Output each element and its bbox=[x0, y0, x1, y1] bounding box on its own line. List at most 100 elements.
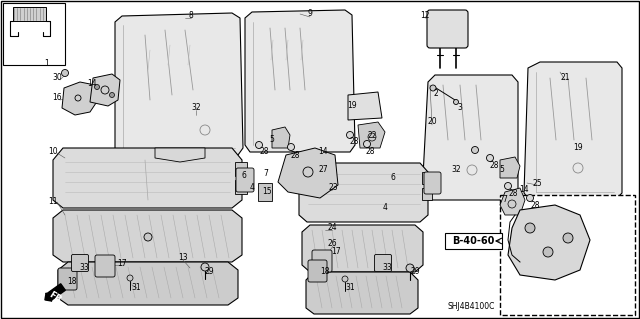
Text: 11: 11 bbox=[48, 197, 58, 206]
Text: B-40-60: B-40-60 bbox=[452, 236, 494, 246]
Bar bbox=[422, 172, 432, 184]
Circle shape bbox=[342, 276, 348, 282]
FancyBboxPatch shape bbox=[308, 260, 327, 282]
Bar bbox=[258, 183, 272, 201]
Polygon shape bbox=[53, 148, 242, 208]
Text: 28: 28 bbox=[349, 137, 359, 146]
Text: 14: 14 bbox=[318, 147, 328, 157]
Text: 12: 12 bbox=[420, 11, 429, 19]
Text: 18: 18 bbox=[67, 278, 77, 286]
Text: 6: 6 bbox=[241, 172, 246, 181]
Text: 16: 16 bbox=[52, 93, 62, 101]
Circle shape bbox=[109, 93, 115, 98]
Text: 4: 4 bbox=[250, 183, 255, 192]
Text: 27: 27 bbox=[318, 166, 328, 174]
Bar bbox=[235, 162, 247, 176]
Text: 20: 20 bbox=[427, 117, 437, 127]
Circle shape bbox=[504, 182, 511, 189]
Text: 28: 28 bbox=[489, 160, 499, 169]
Circle shape bbox=[454, 100, 458, 105]
Polygon shape bbox=[302, 225, 423, 272]
Text: 10: 10 bbox=[48, 147, 58, 157]
Text: 3: 3 bbox=[458, 102, 463, 112]
Circle shape bbox=[430, 85, 436, 91]
Text: 28: 28 bbox=[365, 146, 375, 155]
Text: FR: FR bbox=[47, 290, 63, 304]
Text: 7: 7 bbox=[264, 169, 268, 179]
Text: 26: 26 bbox=[327, 239, 337, 248]
Polygon shape bbox=[524, 62, 622, 198]
FancyArrow shape bbox=[45, 284, 65, 301]
Text: 29: 29 bbox=[410, 266, 420, 276]
Text: 17: 17 bbox=[117, 258, 127, 268]
Text: 31: 31 bbox=[131, 283, 141, 292]
Text: SHJ4B4100C: SHJ4B4100C bbox=[448, 302, 495, 311]
Polygon shape bbox=[422, 75, 518, 200]
Text: 19: 19 bbox=[573, 144, 583, 152]
Polygon shape bbox=[245, 10, 355, 152]
Text: 28: 28 bbox=[291, 151, 300, 160]
Text: 7: 7 bbox=[502, 196, 508, 204]
Text: 2: 2 bbox=[434, 88, 438, 98]
FancyBboxPatch shape bbox=[236, 168, 254, 192]
Polygon shape bbox=[299, 163, 428, 222]
Text: 18: 18 bbox=[320, 268, 330, 277]
Bar bbox=[13, 7, 46, 21]
FancyBboxPatch shape bbox=[424, 172, 441, 194]
Circle shape bbox=[563, 233, 573, 243]
Polygon shape bbox=[272, 127, 290, 148]
Bar bbox=[422, 188, 432, 200]
Polygon shape bbox=[348, 92, 382, 120]
Circle shape bbox=[472, 146, 479, 153]
Polygon shape bbox=[358, 122, 385, 148]
Circle shape bbox=[527, 195, 534, 202]
Polygon shape bbox=[500, 157, 520, 178]
Polygon shape bbox=[53, 210, 242, 262]
Text: 29: 29 bbox=[204, 268, 214, 277]
Text: 8: 8 bbox=[189, 11, 193, 19]
Circle shape bbox=[486, 154, 493, 161]
Bar bbox=[500, 195, 635, 315]
Bar bbox=[445, 233, 502, 249]
Text: 1: 1 bbox=[45, 58, 49, 68]
Text: 32: 32 bbox=[191, 103, 201, 113]
Text: 28: 28 bbox=[508, 189, 518, 197]
Text: 23: 23 bbox=[328, 183, 338, 192]
FancyBboxPatch shape bbox=[427, 10, 468, 48]
Text: 17: 17 bbox=[331, 248, 341, 256]
Text: 22: 22 bbox=[367, 130, 377, 139]
Text: 6: 6 bbox=[390, 174, 396, 182]
Text: 33: 33 bbox=[382, 263, 392, 271]
FancyBboxPatch shape bbox=[95, 255, 115, 277]
FancyBboxPatch shape bbox=[374, 255, 392, 271]
Polygon shape bbox=[500, 188, 525, 215]
Text: 19: 19 bbox=[347, 101, 357, 110]
Bar bbox=[3, 3, 65, 65]
Circle shape bbox=[364, 140, 371, 147]
Text: 32: 32 bbox=[451, 166, 461, 174]
Polygon shape bbox=[508, 205, 590, 280]
Polygon shape bbox=[90, 74, 120, 106]
Text: 33: 33 bbox=[79, 263, 89, 271]
Text: 31: 31 bbox=[345, 283, 355, 292]
Text: 5: 5 bbox=[500, 166, 504, 174]
Polygon shape bbox=[278, 148, 338, 198]
Circle shape bbox=[346, 131, 353, 138]
Text: 14: 14 bbox=[87, 78, 97, 87]
Bar bbox=[235, 180, 247, 194]
Polygon shape bbox=[62, 82, 98, 115]
Text: 4: 4 bbox=[383, 204, 387, 212]
Circle shape bbox=[255, 142, 262, 149]
Circle shape bbox=[525, 223, 535, 233]
FancyBboxPatch shape bbox=[58, 268, 77, 290]
Circle shape bbox=[287, 144, 294, 151]
Circle shape bbox=[406, 264, 414, 272]
Circle shape bbox=[543, 247, 553, 257]
Text: 15: 15 bbox=[262, 188, 272, 197]
Text: 9: 9 bbox=[308, 10, 312, 19]
Text: 5: 5 bbox=[269, 136, 275, 145]
Text: 14: 14 bbox=[519, 186, 529, 195]
Text: 28: 28 bbox=[531, 202, 540, 211]
Polygon shape bbox=[58, 262, 238, 305]
Polygon shape bbox=[306, 272, 418, 314]
